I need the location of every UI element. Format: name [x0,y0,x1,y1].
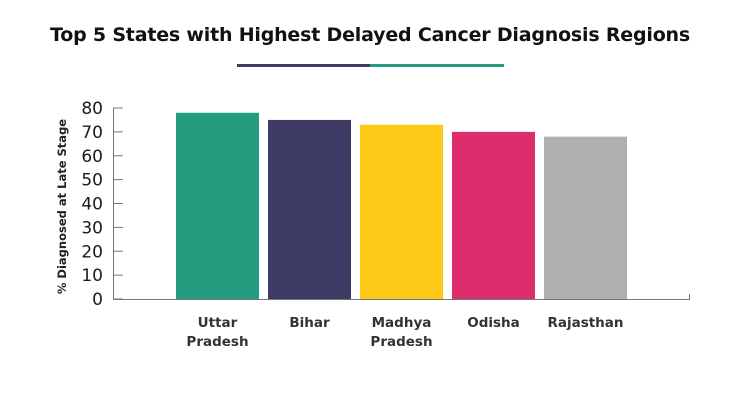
y-tick-label: 70 [81,123,103,143]
y-tick-label: 50 [81,171,103,191]
x-tick-label-line: Bihar [289,315,330,331]
y-tick-label: 60 [81,147,103,167]
y-tick-label: 0 [92,290,103,310]
y-tick-label: 10 [81,266,103,286]
x-tick-label-line: Pradesh [370,334,432,350]
bar [544,136,627,299]
x-tick-label-line: Uttar [198,315,238,331]
x-tick-label-line: Madhya [372,315,432,331]
x-tick-label-line: Pradesh [186,334,248,350]
x-tick-label: Rajasthan [547,315,623,331]
x-tick-label: Uttar Pradesh [186,315,248,350]
y-tick-label: 30 [81,218,103,238]
y-axis-label: % Diagnosed at Late Stage [55,119,69,294]
y-tick-label: 20 [81,242,103,262]
bar [268,119,351,299]
bar [452,131,535,299]
x-tick-label: Bihar [289,315,330,331]
x-tick-label: Odisha [467,315,520,331]
title-underline-left [237,64,370,67]
bar [176,112,259,300]
chart-title: Top 5 States with Highest Delayed Cancer… [49,24,690,46]
x-tick-label: Madhya Pradesh [370,315,432,350]
y-tick-label: 80 [81,99,103,119]
bar [360,124,443,300]
title-underline-right [370,64,504,67]
x-tick-label-line: Rajasthan [547,315,623,331]
x-tick-label-line: Odisha [467,315,520,331]
y-tick-label: 40 [81,195,103,215]
